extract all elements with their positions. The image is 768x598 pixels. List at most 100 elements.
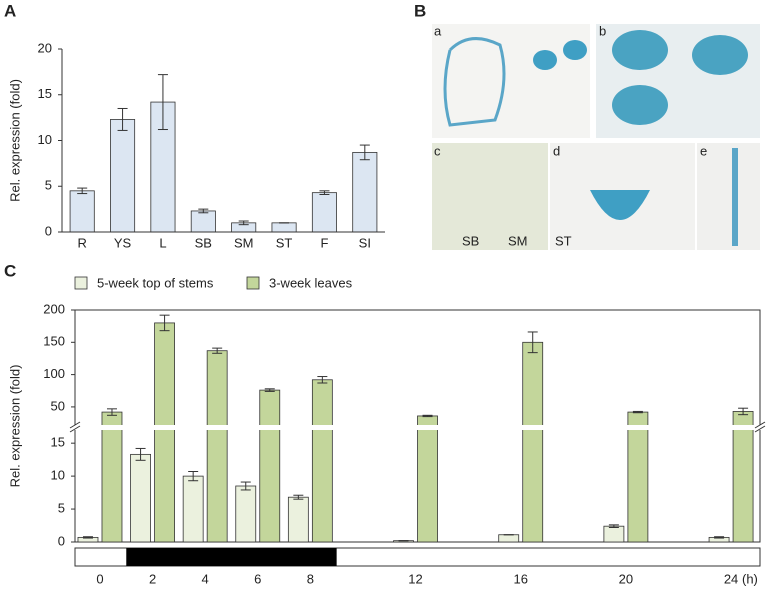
error-bar <box>527 331 538 354</box>
y-tick-label: 0 <box>58 533 65 548</box>
photo-shape <box>563 40 587 60</box>
legend-swatch <box>246 276 260 290</box>
error-bar <box>738 407 749 416</box>
error-bar <box>632 410 643 414</box>
photo-label: SM <box>508 233 528 248</box>
x-tick-label: SB <box>195 235 212 250</box>
error-bar <box>238 220 249 226</box>
photo-shape <box>590 190 650 220</box>
x-tick-label: R <box>77 235 86 250</box>
bar <box>101 411 123 543</box>
photo-label: ST <box>555 233 572 248</box>
error-bar <box>359 144 370 161</box>
x-tick-label: 6 <box>254 571 261 586</box>
bar <box>271 222 297 233</box>
photo-shape <box>692 35 748 75</box>
bar <box>498 534 520 543</box>
y-axis-label: Rel. expression (fold) <box>7 365 22 488</box>
x-tick-label: 16 <box>513 571 527 586</box>
photo-label: a <box>434 23 442 38</box>
x-tick-label: 2 <box>149 571 156 586</box>
bar <box>417 415 438 543</box>
y-tick-label: 50 <box>51 398 65 413</box>
x-tick-label: ST <box>276 235 293 250</box>
error-bar <box>198 208 209 214</box>
photo <box>432 143 548 250</box>
bar <box>352 151 378 233</box>
legend-label: 3-week leaves <box>269 275 353 290</box>
error-bar <box>293 494 304 500</box>
x-tick-label: SI <box>359 235 371 250</box>
panel-label: A <box>4 1 16 20</box>
x-tick-label: YS <box>114 235 132 250</box>
x-tick-label: 4 <box>202 571 209 586</box>
y-tick-label: 100 <box>43 366 65 381</box>
bar <box>603 525 625 543</box>
bar <box>190 210 216 233</box>
photo <box>697 143 760 250</box>
photo-label: c <box>434 143 441 158</box>
bar <box>154 322 175 543</box>
y-axis-label: Rel. expression (fold) <box>7 79 22 202</box>
photo-shape <box>533 50 557 70</box>
error-bar <box>77 187 88 195</box>
bar <box>311 192 337 233</box>
panel-label: C <box>4 261 16 280</box>
bar <box>287 496 309 543</box>
bar <box>206 350 228 543</box>
bar <box>732 411 754 543</box>
error-bar <box>106 408 117 416</box>
photo-panel: a b c d e SB SM ST <box>432 23 760 250</box>
error-bar <box>317 376 328 384</box>
x-tick-label: SM <box>234 235 254 250</box>
photo-label: e <box>700 143 707 158</box>
y-tick-label: 10 <box>51 468 65 483</box>
photo-shape <box>443 37 506 127</box>
error-bar <box>714 536 725 539</box>
photo-label: d <box>553 143 560 158</box>
y-tick-label: 10 <box>38 132 52 147</box>
y-tick-label: 15 <box>51 435 65 450</box>
axis-break <box>69 425 766 430</box>
bar <box>311 379 333 543</box>
y-tick-label: 150 <box>43 334 65 349</box>
bar <box>627 411 649 543</box>
break-mark <box>754 421 766 429</box>
photo-label: b <box>599 23 606 38</box>
photo-shape <box>732 148 738 246</box>
x-tick-label: L <box>159 235 166 250</box>
error-bar <box>157 74 168 131</box>
y-tick-label: 5 <box>58 500 65 515</box>
bar <box>130 453 151 543</box>
y-tick-label: 200 <box>43 301 65 316</box>
bar <box>110 119 136 233</box>
x-tick-label: 0 <box>96 571 103 586</box>
error-bar <box>264 388 275 392</box>
break-mark <box>69 425 81 433</box>
bar <box>235 485 257 543</box>
error-bar <box>117 107 128 131</box>
photo <box>432 24 590 138</box>
x-tick-label: 24 <box>724 571 738 586</box>
x-tick-label: 20 <box>619 571 633 586</box>
x-tick-label: 12 <box>408 571 422 586</box>
legend-label: 5-week top of stems <box>97 275 214 290</box>
y-tick-label: 0 <box>45 223 52 238</box>
error-bar <box>422 414 433 418</box>
y-tick-label: 5 <box>45 178 52 193</box>
break-mark <box>754 425 766 433</box>
error-bar <box>159 314 170 332</box>
x-tick-label: F <box>320 235 328 250</box>
x-axis-label: (h) <box>742 571 758 586</box>
bar <box>522 341 544 543</box>
error-bar <box>188 471 199 482</box>
photo-shape <box>612 30 668 70</box>
panel-label: B <box>414 1 426 20</box>
break-mark <box>69 421 81 429</box>
error-bar <box>240 481 251 491</box>
bar <box>182 475 204 543</box>
x-tick-label: 8 <box>307 571 314 586</box>
y-tick-label: 15 <box>38 86 52 101</box>
error-bar <box>608 524 619 529</box>
